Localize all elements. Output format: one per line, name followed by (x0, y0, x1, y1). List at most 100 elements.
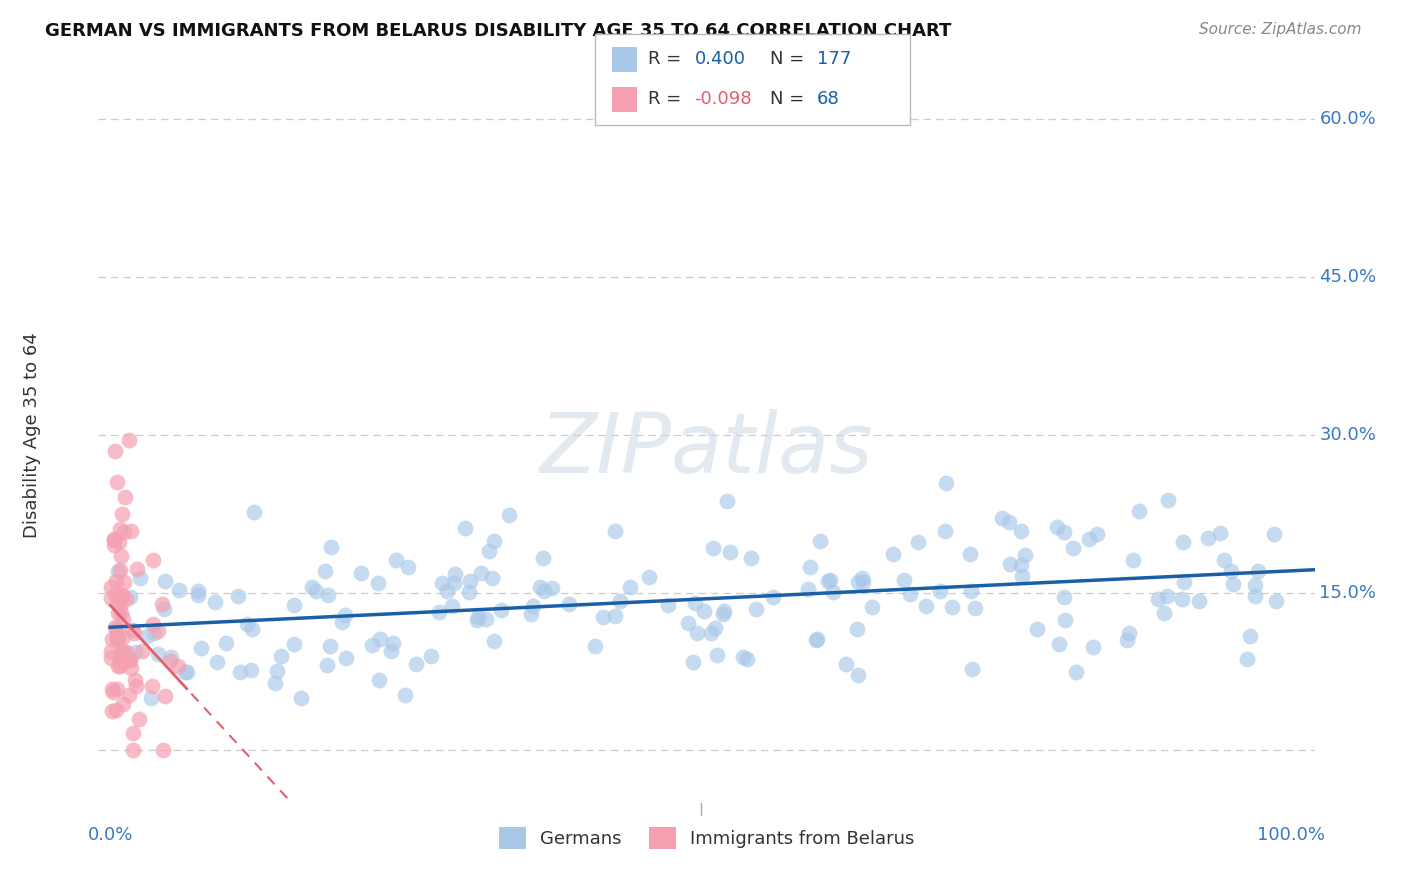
Point (283, 598, 305, 612)
Point (120, 661, 142, 675)
Point (1115, 632, 1137, 647)
Point (959, 547, 981, 561)
Point (713, 604, 735, 618)
Point (470, 566, 492, 580)
Point (101, 685, 124, 699)
Point (159, 655, 181, 669)
Point (103, 532, 125, 546)
Text: 68: 68 (817, 90, 839, 108)
Point (430, 575, 453, 590)
Point (818, 574, 841, 588)
Point (703, 621, 725, 635)
Point (117, 651, 139, 665)
Point (190, 640, 212, 655)
Point (702, 541, 724, 556)
Point (318, 588, 340, 602)
Point (467, 614, 489, 628)
Point (105, 475, 128, 490)
Point (1077, 533, 1099, 547)
Point (107, 535, 129, 549)
Point (111, 588, 134, 602)
Point (319, 540, 342, 554)
Point (226, 589, 249, 603)
Point (122, 743, 145, 757)
Point (799, 560, 821, 574)
Point (1157, 492, 1180, 507)
Point (124, 673, 146, 687)
Point (1247, 564, 1270, 578)
Point (104, 703, 127, 717)
Point (467, 610, 489, 624)
Point (112, 643, 135, 657)
Point (405, 657, 427, 671)
Point (120, 524, 142, 539)
Point (609, 594, 631, 608)
Point (1046, 520, 1069, 534)
Point (204, 595, 226, 609)
Point (1171, 592, 1194, 607)
Point (110, 651, 132, 665)
Point (745, 602, 768, 616)
Point (100, 644, 122, 658)
Point (229, 665, 252, 680)
Point (105, 622, 128, 636)
Point (718, 545, 741, 559)
Point (155, 689, 177, 703)
Point (110, 643, 132, 657)
Point (558, 597, 581, 611)
Point (1011, 568, 1033, 582)
Point (122, 625, 145, 640)
Point (129, 571, 152, 585)
Point (531, 550, 554, 565)
Point (1263, 526, 1285, 541)
Point (1219, 564, 1241, 578)
Point (100, 591, 122, 605)
Point (699, 626, 721, 640)
Point (111, 697, 134, 711)
Point (142, 626, 165, 640)
Text: 30.0%: 30.0% (1319, 425, 1376, 444)
Point (711, 607, 734, 621)
Point (458, 574, 481, 588)
Point (1053, 613, 1076, 627)
Point (762, 590, 785, 604)
Point (929, 583, 952, 598)
Point (112, 524, 135, 539)
Text: 100.0%: 100.0% (1257, 826, 1324, 844)
Point (114, 490, 136, 504)
Point (108, 564, 131, 578)
Point (1014, 548, 1036, 562)
Point (115, 644, 138, 658)
Point (107, 565, 129, 579)
Point (108, 658, 131, 673)
Point (152, 743, 174, 757)
Point (1122, 553, 1144, 567)
Point (100, 632, 122, 647)
Point (960, 662, 983, 676)
Point (735, 652, 758, 666)
Point (136, 629, 159, 643)
Point (110, 606, 132, 620)
Point (860, 600, 883, 615)
Point (315, 657, 337, 672)
Text: N =: N = (770, 90, 804, 108)
Point (125, 562, 148, 576)
Point (330, 615, 353, 629)
Text: -0.098: -0.098 (695, 90, 752, 108)
Point (851, 572, 873, 586)
Point (118, 591, 141, 605)
Point (335, 651, 357, 665)
Point (427, 605, 450, 619)
Point (1244, 589, 1267, 603)
Point (270, 649, 292, 664)
Point (107, 595, 129, 609)
Text: Disability Age 35 to 64: Disability Age 35 to 64 (22, 332, 41, 538)
Point (846, 574, 869, 589)
Point (478, 543, 501, 558)
Point (1173, 574, 1195, 589)
Point (361, 638, 384, 652)
Point (637, 570, 659, 584)
Point (682, 655, 704, 669)
Point (111, 589, 134, 603)
Point (266, 665, 288, 679)
